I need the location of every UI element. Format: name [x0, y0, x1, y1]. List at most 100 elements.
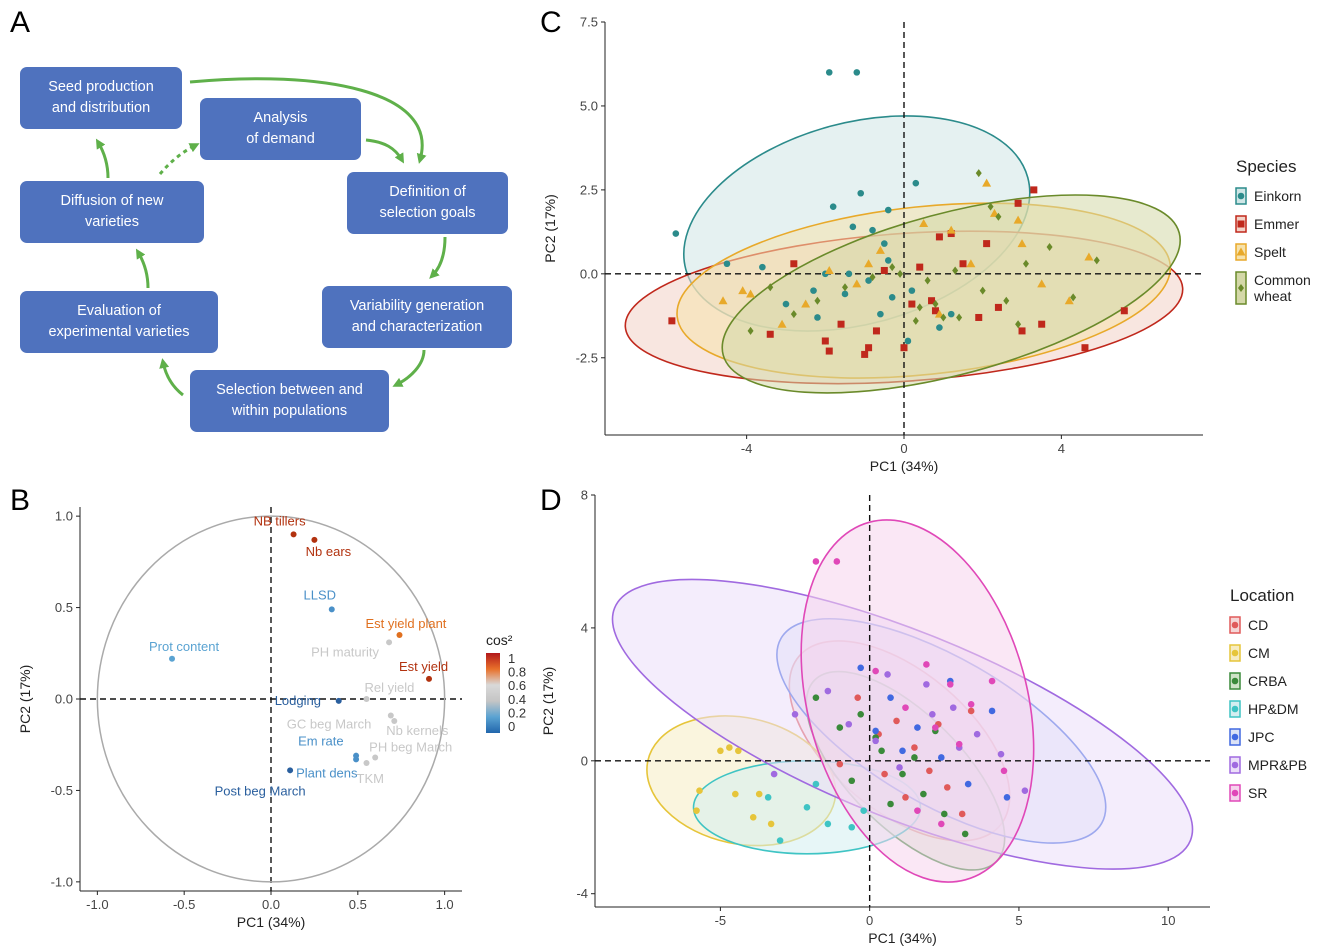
- data-point: [872, 737, 879, 745]
- confidence-ellipse: [800, 519, 1035, 883]
- flow-box-analysis-of-demand: Analysis of demand: [200, 98, 361, 160]
- data-point: [1046, 242, 1053, 251]
- data-point: [908, 300, 916, 308]
- data-point: [946, 681, 954, 688]
- data-point: [746, 289, 756, 298]
- data-point: [864, 259, 874, 268]
- x-tick-label: -0.5: [173, 897, 195, 912]
- data-point: [852, 279, 862, 288]
- x-tick-label: 0.5: [349, 897, 367, 912]
- variable-point: [311, 536, 318, 543]
- data-point: [988, 707, 996, 715]
- data-point: [1021, 787, 1029, 795]
- x-axis-label: PC1 (34%): [237, 914, 305, 930]
- data-point: [1018, 327, 1026, 335]
- data-point: [865, 344, 873, 352]
- data-point: [869, 273, 876, 282]
- arrow-diffusion-to-seed: [95, 138, 110, 179]
- data-point: [872, 327, 880, 335]
- data-point: [932, 724, 939, 731]
- data-point: [869, 226, 876, 234]
- flow-box-definition-of-goals: Definition of selection goals: [347, 172, 508, 234]
- data-point: [900, 344, 908, 352]
- data-point: [791, 710, 799, 718]
- legend-label: SR: [1248, 785, 1267, 801]
- arrow-selection-to-evaluation: [159, 358, 184, 397]
- y-axis-label: PC2 (17%): [540, 667, 556, 735]
- data-point: [911, 754, 918, 761]
- data-point: [884, 671, 891, 678]
- data-point: [803, 804, 811, 811]
- pca-location-chart: -5 0 5 10 -4 0 4 8 PC1 (34%) PC2 (17%) Location CD C…: [540, 488, 1307, 947]
- data-point: [893, 717, 900, 725]
- data-point: [884, 206, 892, 214]
- y-tick-label: 4: [581, 620, 588, 635]
- data-point: [964, 780, 972, 788]
- legend-label: 1: [508, 651, 515, 666]
- data-point: [860, 807, 867, 814]
- y-tick-label: 8: [581, 488, 588, 503]
- data-point: [801, 299, 811, 308]
- data-point: [1120, 307, 1128, 315]
- data-point: [749, 813, 757, 821]
- data-point: [936, 324, 943, 331]
- flow-box-seed-production: Seed production and distribution: [20, 67, 182, 129]
- data-point: [912, 316, 919, 325]
- y-tick-label: 0.0: [55, 692, 73, 707]
- data-point: [1038, 320, 1046, 328]
- x-tick-label: 0.0: [262, 897, 280, 912]
- arrow-evaluation-to-diffusion: [135, 248, 150, 289]
- data-point: [1231, 789, 1239, 797]
- data-point: [770, 770, 778, 778]
- data-point: [955, 740, 963, 748]
- arrow-diffusion-to-demand: [158, 143, 200, 175]
- pca-variables-chart: -1.0 -0.5 0.0 0.5 1.0 -1.0 -0.5 0.0 0.5 1.0 PC1 (3…: [17, 507, 526, 930]
- data-point: [994, 303, 1002, 311]
- data-point: [1231, 761, 1239, 769]
- flow-box-label: Seed production and distribution: [48, 79, 154, 116]
- data-point: [1000, 767, 1008, 775]
- variable-point: [363, 760, 370, 766]
- data-point: [1070, 293, 1077, 302]
- data-point: [767, 283, 774, 292]
- data-point: [975, 313, 983, 321]
- legend-label: JPC: [1248, 729, 1274, 745]
- variable-label: Est yield plant: [365, 616, 446, 631]
- data-point: [723, 260, 731, 268]
- confidence-ellipse: [721, 194, 1181, 394]
- x-tick-label: 0: [900, 441, 907, 456]
- data-point: [732, 790, 739, 798]
- flow-box-label: Diffusion of new varieties: [60, 193, 164, 230]
- data-point: [938, 754, 945, 761]
- legend-label: CRBA: [1248, 673, 1288, 689]
- data-point: [983, 240, 991, 248]
- series-points: [668, 186, 1128, 358]
- data-point: [738, 286, 748, 295]
- variable-point: [363, 696, 370, 702]
- variable-point: [426, 675, 433, 682]
- pca-species-chart: -4 0 4 -2.5 0.0 2.5 5.0 7.5 PC1 (34%) PC2 (17%) Sp…: [542, 15, 1311, 475]
- data-point: [956, 313, 963, 322]
- variable-label: Plant dens: [296, 765, 358, 780]
- data-point: [908, 287, 916, 294]
- data-point: [966, 259, 976, 268]
- data-point: [897, 269, 904, 278]
- data-point: [880, 266, 888, 274]
- data-point: [848, 777, 856, 785]
- variable-label: PH maturity: [311, 644, 379, 659]
- variable-label: Em rate: [298, 734, 344, 749]
- correlation-circle: [96, 515, 446, 883]
- data-point: [973, 730, 981, 738]
- data-point: [1231, 677, 1239, 685]
- variable-point: [328, 606, 335, 613]
- data-point: [881, 240, 888, 247]
- legend-label: CM: [1248, 645, 1270, 661]
- flowchart-arrows: [95, 77, 447, 397]
- data-point: [1013, 215, 1023, 224]
- data-point: [825, 69, 833, 76]
- data-point: [845, 720, 853, 728]
- data-point: [938, 820, 945, 828]
- data-point: [872, 667, 879, 675]
- variable-label: GC beg March: [287, 716, 372, 731]
- variable-label: LLSD: [304, 587, 337, 602]
